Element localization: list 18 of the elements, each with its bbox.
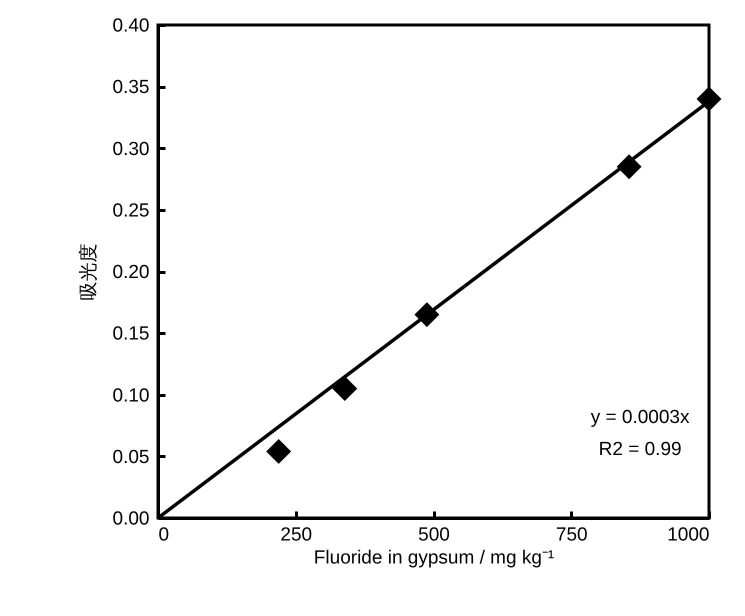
y-tick-label: 0.10 <box>112 385 150 406</box>
annotation: y = 0.0003x <box>590 406 690 428</box>
y-tick-label: 0.15 <box>112 324 150 345</box>
x-axis-title: Fluoride in gypsum / mg kg⁻¹ <box>314 548 554 568</box>
y-tick-label: 0.40 <box>112 16 150 36</box>
x-tick-label: 250 <box>280 524 312 546</box>
y-axis-title: 吸光度 <box>78 244 100 300</box>
y-tick-label: 0.05 <box>112 446 150 468</box>
x-tick-label: 750 <box>556 524 588 546</box>
y-tick-label: 0.20 <box>112 262 150 283</box>
y-tick-label: 0.00 <box>112 508 150 530</box>
annotation: R2 = 0.99 <box>598 438 682 460</box>
y-tick-label: 0.30 <box>112 138 150 160</box>
x-tick-label: 500 <box>418 524 450 546</box>
y-tick-label: 0.25 <box>112 200 150 222</box>
x-tick-label: 0 <box>158 524 170 546</box>
y-tick-label: 0.35 <box>112 77 150 98</box>
x-tick-label: 1000 <box>667 524 710 546</box>
